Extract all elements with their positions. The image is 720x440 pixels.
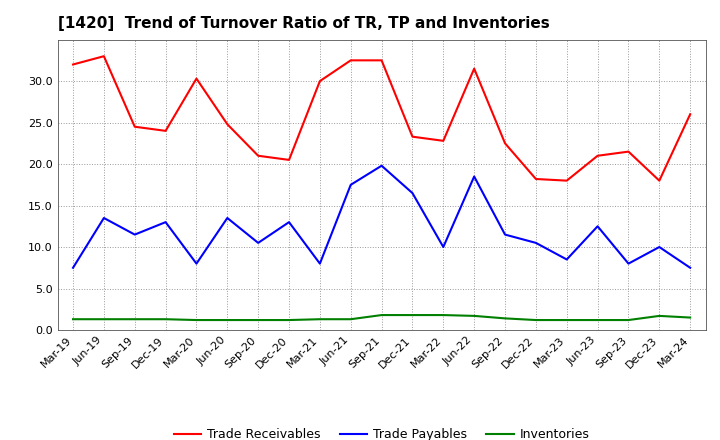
Line: Inventories: Inventories: [73, 315, 690, 320]
Trade Receivables: [99, 54, 108, 59]
Trade Receivables: [161, 128, 170, 133]
Trade Payables: [470, 174, 479, 179]
Trade Receivables: [439, 138, 448, 143]
Inventories: [223, 317, 232, 323]
Trade Payables: [223, 215, 232, 220]
Text: [1420]  Trend of Turnover Ratio of TR, TP and Inventories: [1420] Trend of Turnover Ratio of TR, TP…: [58, 16, 549, 32]
Trade Payables: [377, 163, 386, 169]
Trade Payables: [624, 261, 633, 266]
Trade Receivables: [470, 66, 479, 71]
Inventories: [99, 316, 108, 322]
Trade Payables: [408, 191, 417, 196]
Trade Payables: [254, 240, 263, 246]
Trade Receivables: [377, 58, 386, 63]
Trade Payables: [593, 224, 602, 229]
Trade Receivables: [223, 121, 232, 127]
Trade Receivables: [531, 176, 540, 182]
Trade Receivables: [130, 124, 139, 129]
Trade Payables: [439, 244, 448, 249]
Trade Payables: [284, 220, 293, 225]
Inventories: [377, 312, 386, 318]
Trade Receivables: [655, 178, 664, 183]
Trade Payables: [99, 215, 108, 220]
Inventories: [315, 316, 324, 322]
Inventories: [68, 316, 77, 322]
Inventories: [254, 317, 263, 323]
Trade Payables: [192, 261, 201, 266]
Trade Receivables: [315, 78, 324, 84]
Trade Payables: [655, 244, 664, 249]
Inventories: [562, 317, 571, 323]
Trade Receivables: [284, 157, 293, 162]
Inventories: [130, 316, 139, 322]
Trade Payables: [686, 265, 695, 271]
Inventories: [655, 313, 664, 319]
Inventories: [624, 317, 633, 323]
Trade Receivables: [254, 153, 263, 158]
Line: Trade Receivables: Trade Receivables: [73, 56, 690, 181]
Trade Payables: [562, 257, 571, 262]
Inventories: [161, 316, 170, 322]
Inventories: [284, 317, 293, 323]
Trade Receivables: [686, 112, 695, 117]
Trade Receivables: [562, 178, 571, 183]
Trade Receivables: [192, 76, 201, 81]
Trade Payables: [346, 182, 355, 187]
Inventories: [346, 316, 355, 322]
Inventories: [439, 312, 448, 318]
Trade Receivables: [408, 134, 417, 139]
Trade Receivables: [68, 62, 77, 67]
Trade Receivables: [593, 153, 602, 158]
Trade Payables: [130, 232, 139, 237]
Trade Payables: [161, 220, 170, 225]
Inventories: [408, 312, 417, 318]
Trade Receivables: [624, 149, 633, 154]
Trade Receivables: [500, 141, 509, 146]
Inventories: [192, 317, 201, 323]
Trade Receivables: [346, 58, 355, 63]
Inventories: [593, 317, 602, 323]
Trade Payables: [315, 261, 324, 266]
Trade Payables: [531, 240, 540, 246]
Legend: Trade Receivables, Trade Payables, Inventories: Trade Receivables, Trade Payables, Inven…: [168, 423, 595, 440]
Inventories: [531, 317, 540, 323]
Inventories: [686, 315, 695, 320]
Line: Trade Payables: Trade Payables: [73, 166, 690, 268]
Inventories: [470, 313, 479, 319]
Trade Payables: [68, 265, 77, 271]
Trade Payables: [500, 232, 509, 237]
Inventories: [500, 316, 509, 321]
